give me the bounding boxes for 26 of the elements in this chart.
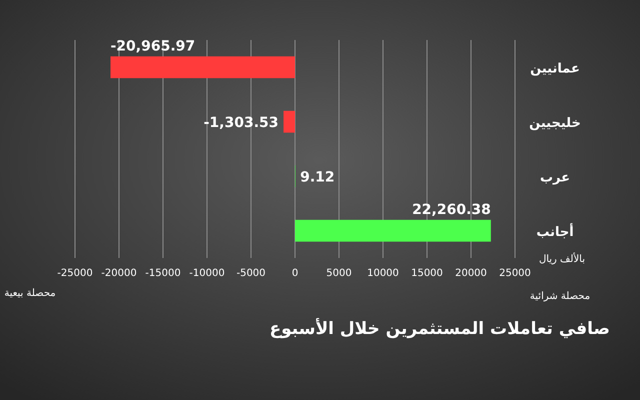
x-tick-label: -5000 — [236, 268, 266, 279]
x-tick-label: -15000 — [145, 268, 181, 279]
x-tick-label: 10000 — [367, 268, 399, 279]
x-tick-label: 20000 — [455, 268, 487, 279]
data-label: 22,260.38 — [412, 202, 491, 218]
text: بالألف ريال — [538, 252, 585, 265]
x-tick-label: 25000 — [499, 268, 531, 279]
data-label: -20,965.97 — [110, 38, 196, 54]
data-label: -1,303.53 — [204, 114, 279, 131]
x-tick-label: 5000 — [326, 268, 352, 279]
x-tick-label: 0 — [292, 268, 298, 279]
x-tick-label: -20000 — [101, 268, 137, 279]
x-tick-label: 15000 — [411, 268, 443, 279]
y-tick-label: عمانيين — [530, 61, 580, 76]
data-label: 9.12 — [300, 169, 335, 186]
y-tick-label: أجانب — [536, 222, 574, 240]
bar — [284, 110, 295, 133]
text: محصلة بيعية — [4, 288, 56, 299]
x-tick-label: -25000 — [57, 268, 93, 279]
bar — [110, 56, 295, 78]
y-tick-label: خليجيين — [529, 116, 581, 131]
text: محصلة شرائية — [530, 291, 590, 302]
x-tick-label: -10000 — [189, 268, 225, 279]
text: صافي تعاملات المستثمرين خلال الأسبوع — [270, 317, 610, 339]
bar — [295, 220, 491, 242]
y-tick-label: عرب — [540, 170, 570, 186]
